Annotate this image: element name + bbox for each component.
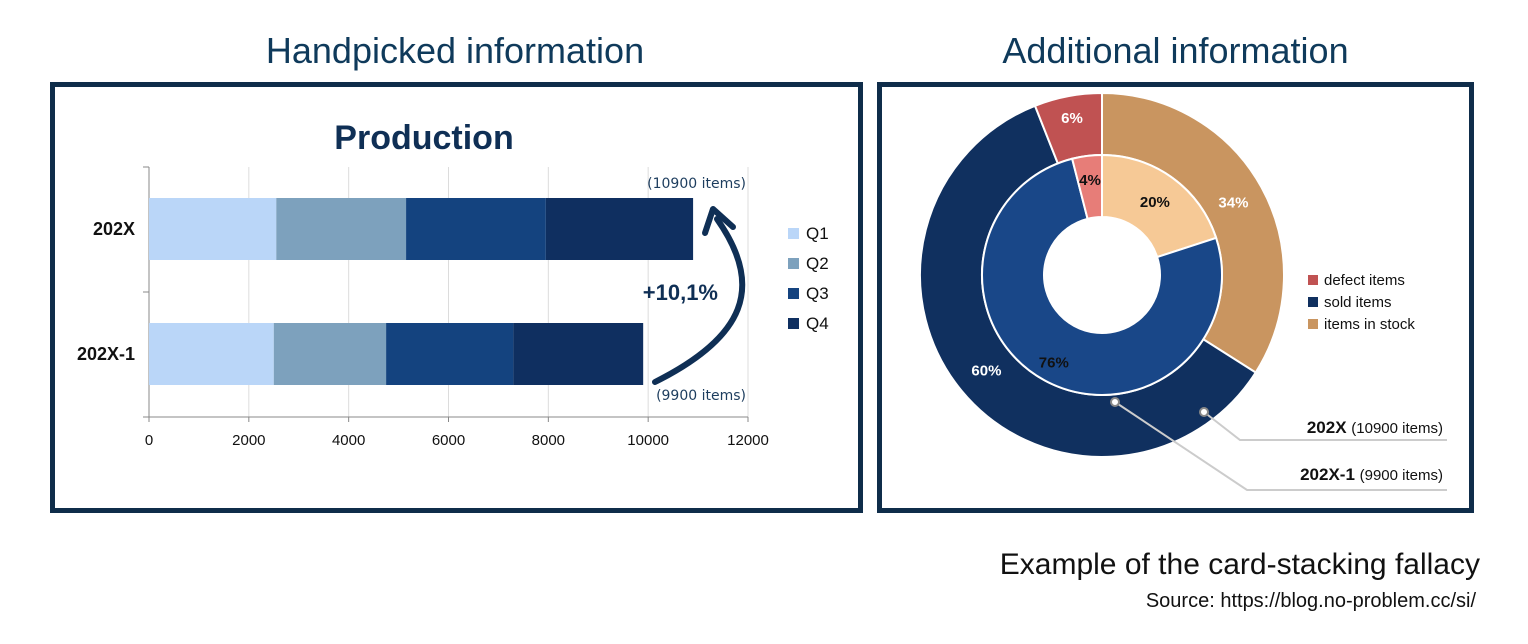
legend-swatch-q1 [788, 228, 799, 239]
bar-segment-q1 [149, 323, 274, 385]
source-citation: Source: https://blog.no-problem.cc/si/ [1145, 590, 1476, 612]
additional-information-heading: Additional information [1002, 30, 1349, 71]
inner-label-sold: 76% [1039, 355, 1069, 372]
x-tick-label: 10000 [627, 432, 669, 449]
inner-slice-defect [1070, 153, 1103, 221]
x-tick-label: 2000 [232, 432, 265, 449]
legend-label-q3: Q3 [806, 284, 829, 303]
y-category-label: 202X [93, 219, 135, 239]
production-bar-chart-panel: Production 0 2000 4000 6000 8000 10000 12000 202… [50, 82, 863, 513]
bar-segment-q1 [149, 198, 277, 260]
chart-title: Production [334, 119, 513, 157]
callout-line-inner [1114, 401, 1447, 491]
donut-legend-label-defect: defect items [1324, 272, 1405, 289]
x-tick-label: 6000 [432, 432, 465, 449]
series-label-outer: 202X (10900 items) [1307, 418, 1443, 437]
nested-donut-chart: 34% 60% 6% 20% 76% 4% defect items sold items it… [919, 91, 1447, 491]
callout-dot-inner [1110, 397, 1120, 407]
donut-chart-panel: 34% 60% 6% 20% 76% 4% defect items sold items it… [877, 82, 1474, 513]
legend-label-q2: Q2 [806, 254, 829, 273]
bar-segment-q3 [386, 323, 514, 385]
donut-legend-swatch-sold [1308, 297, 1318, 307]
donut-legend-swatch-stock [1308, 319, 1318, 329]
inner-slice-stock [1101, 153, 1218, 259]
bar-segment-q2 [273, 323, 387, 385]
total-label-202x: (10900 items) [647, 176, 746, 192]
legend-label-q1: Q1 [806, 224, 829, 243]
x-tick-label: 8000 [532, 432, 565, 449]
donut-legend-swatch-defect [1308, 275, 1318, 285]
legend-swatch-q4 [788, 318, 799, 329]
total-label-202x-1: (9900 items) [656, 388, 746, 404]
figure-caption: Example of the card-stacking fallacy [999, 548, 1480, 581]
legend-swatch-q3 [788, 288, 799, 299]
growth-arrow [652, 216, 746, 385]
outer-label-sold: 60% [971, 363, 1001, 380]
bar-segment-q2 [276, 198, 407, 260]
y-category-label: 202X-1 [77, 344, 135, 364]
callout-line-outer [1203, 411, 1447, 441]
inner-label-defect: 4% [1079, 172, 1101, 189]
x-tick-label: 0 [145, 432, 153, 449]
legend-label-q4: Q4 [806, 314, 829, 333]
handpicked-information-heading: Handpicked information [265, 30, 645, 71]
x-tick-label: 4000 [332, 432, 365, 449]
x-tick-label: 12000 [727, 432, 769, 449]
donut-legend-label-stock: items in stock [1324, 316, 1415, 333]
donut-legend-label-sold: sold items [1324, 294, 1392, 311]
legend-swatch-q2 [788, 258, 799, 269]
bar-segment-q4 [545, 198, 694, 260]
bar-segment-q4 [513, 323, 644, 385]
production-bar-chart: Production 0 2000 4000 6000 8000 10000 12000 202… [77, 119, 829, 449]
inner-slice-sold [981, 157, 1223, 396]
callout-dot-outer [1199, 407, 1209, 417]
bar-segment-q3 [406, 198, 546, 260]
outer-label-defect: 6% [1061, 110, 1083, 127]
growth-annotation: +10,1% [643, 280, 718, 305]
inner-label-stock: 20% [1140, 194, 1170, 211]
series-label-inner: 202X-1 (9900 items) [1300, 465, 1443, 484]
growth-arrow-head [702, 206, 736, 236]
outer-label-stock: 34% [1218, 195, 1248, 212]
